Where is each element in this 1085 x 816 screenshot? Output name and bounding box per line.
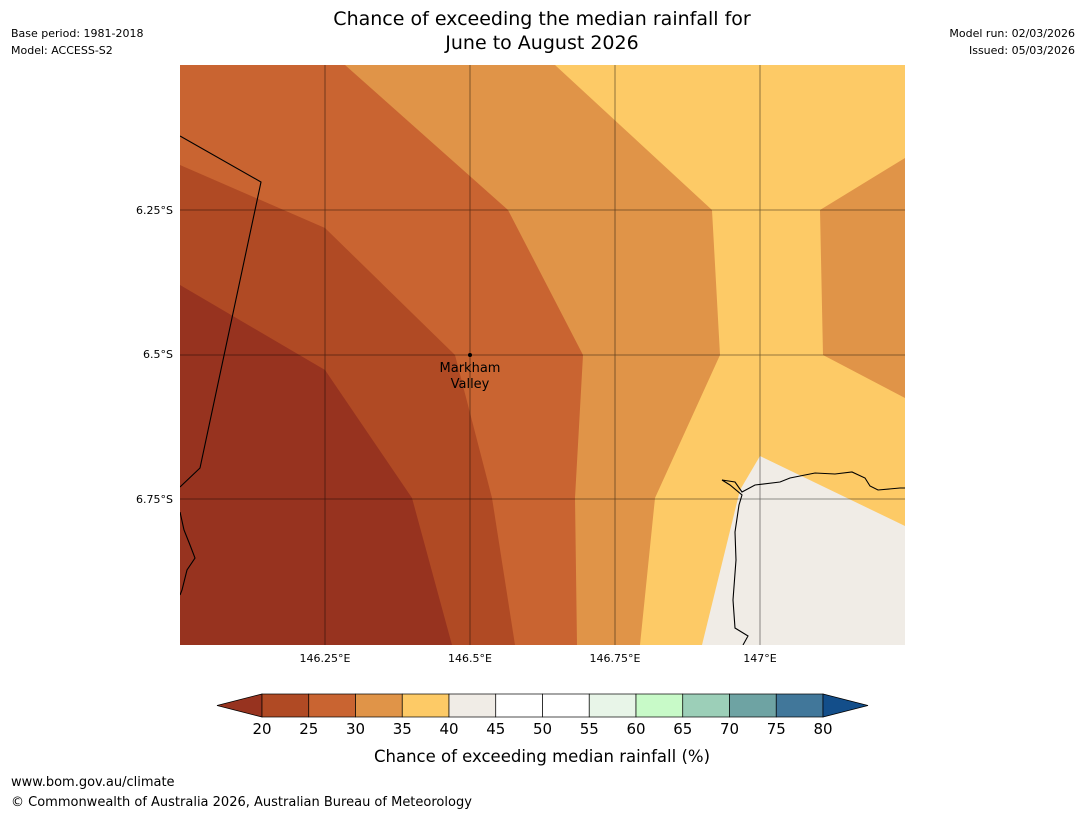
legend-tick-label: 65 [673,720,692,738]
legend-cell [635,693,684,718]
lon-label: 146.25°E [300,652,351,665]
western-coastline [180,511,196,596]
legend-cell [308,693,356,718]
legend-tick-label: 45 [486,720,505,738]
zone-masked-land [702,456,905,645]
place-label-line-2: Valley [451,377,490,392]
legend: 20 25 30 35 40 45 50 55 60 65 70 75 80 Chance of exc… [216,693,869,766]
lon-label: 146.5°E [448,652,492,665]
legend-cell [401,693,450,718]
zone-35-40-east [820,158,905,398]
model-name: Model: ACCESS-S2 [11,44,113,57]
legend-cell [542,693,590,718]
latitude-labels: 6.25°S 6.5°S 6.75°S [136,204,173,506]
legend-tick-label: 20 [252,720,271,738]
legend-cell [588,693,637,718]
longitude-labels: 146.25°E 146.5°E 146.75°E 147°E [300,652,777,665]
legend-tick-label: 30 [346,720,365,738]
legend-cell [775,693,824,718]
map-title: Chance of exceeding the median rainfall … [242,7,842,55]
lon-label: 147°E [743,652,776,665]
legend-cell [729,693,777,718]
legend-underflow-arrow [216,693,263,718]
coastline [721,471,905,645]
legend-tick-label: 75 [767,720,786,738]
lon-label: 146.75°E [590,652,641,665]
legend-tick-labels: 20 25 30 35 40 45 50 55 60 65 70 75 80 [252,720,832,738]
province-boundary [180,135,262,488]
legend-tick-label: 70 [720,720,739,738]
metadata-left: Base period: 1981-2018 Model: ACCESS-S2 [11,25,143,59]
legend-cell [355,693,403,718]
base-period: Base period: 1981-2018 [11,27,144,40]
legend-tick-label: 40 [439,720,458,738]
footer-copyright: © Commonwealth of Australia 2026, Austra… [11,795,472,810]
lat-label: 6.5°S [143,348,173,361]
legend-cell [682,693,730,718]
legend-tick-label: 25 [299,720,318,738]
legend-title: Chance of exceeding median rainfall (%) [374,747,710,766]
legend-tick-label: 50 [533,720,552,738]
legend-cells [261,693,824,718]
legend-tick-label: 35 [393,720,412,738]
boundaries [180,135,905,645]
legend-tick-label: 55 [580,720,599,738]
legend-tick-label: 80 [813,720,832,738]
legend-cell [448,693,497,718]
legend-overflow-arrow [822,693,869,718]
legend-cell [261,693,310,718]
lat-label: 6.25°S [136,204,173,217]
place-dot [468,353,472,357]
place-label-line-1: Markham [440,361,501,376]
metadata-right: Model run: 02/03/2026 Issued: 05/03/2026 [949,25,1075,59]
legend-tick-label: 60 [626,720,645,738]
issued-date: Issued: 05/03/2026 [968,44,1075,57]
legend-cell [495,693,543,718]
footer-url: www.bom.gov.au/climate [11,775,175,790]
zone-below-25 [180,285,452,645]
title-line-2: June to August 2026 [445,32,639,54]
lat-label: 6.75°S [136,493,173,506]
place-marker: Markham Valley [440,353,501,392]
title-line-1: Chance of exceeding the median rainfall … [333,8,751,30]
model-run: Model run: 02/03/2026 [949,27,1075,40]
